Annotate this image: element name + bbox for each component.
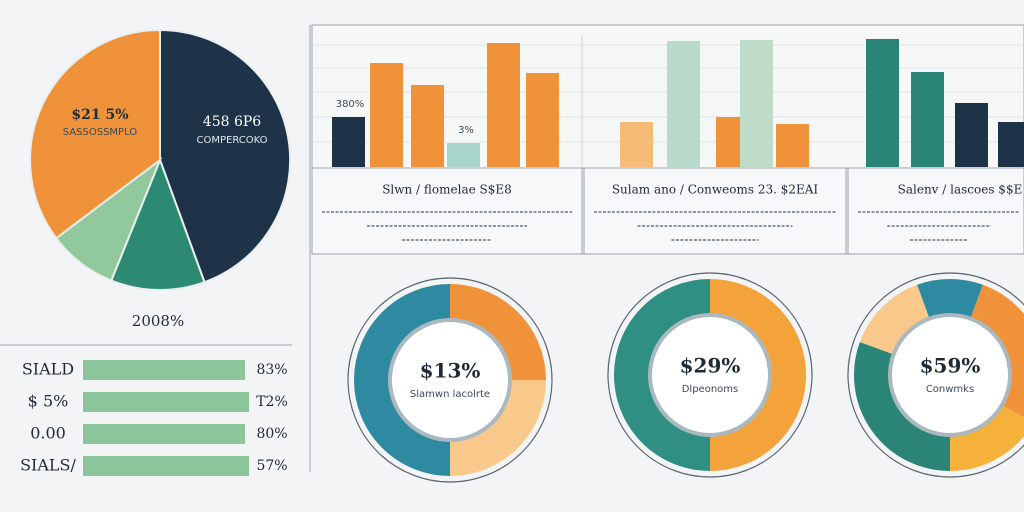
pie-caption: 2008% [132, 312, 184, 330]
donut-label: Slamwn lacolrte [410, 389, 490, 400]
donut-segment [917, 279, 983, 319]
pie-slice [29, 28, 161, 240]
row-value: 57% [256, 458, 287, 474]
bar-label: 380% [336, 99, 365, 110]
bar [998, 122, 1024, 167]
bar [620, 122, 653, 167]
donut-segment [854, 342, 951, 471]
row-value: 83% [256, 362, 287, 378]
bar [332, 117, 365, 167]
donut-segment [354, 284, 451, 476]
bar-label: 3% [458, 125, 474, 136]
donut-label: Dlpeonoms [682, 384, 739, 395]
donut-segment [449, 284, 546, 381]
donut-outline [347, 277, 553, 483]
pie [29, 28, 292, 291]
bar [776, 124, 809, 167]
donut-hole [388, 318, 512, 442]
caption-panel [311, 167, 583, 255]
donut-value: $29% [680, 354, 741, 378]
row-bar [83, 424, 245, 444]
donut-segment [949, 404, 1024, 471]
donut-label: Conwmks [926, 384, 974, 395]
pie-label: $21 5% [71, 107, 128, 123]
row-value: 80% [256, 426, 287, 442]
donut-segment [614, 279, 711, 471]
row-label: SIALS/ [20, 456, 76, 475]
row-value: T2% [256, 394, 288, 410]
donut-outline [847, 272, 1024, 478]
donut-segment [969, 284, 1024, 418]
donut-hole [648, 313, 772, 437]
bar [487, 43, 520, 167]
bar [911, 72, 944, 167]
row-bar [83, 360, 245, 380]
caption-title: Slwn / flomelae S$E8 [382, 183, 512, 197]
pie-sublabel: SASSOSSMPLO [63, 127, 138, 138]
donut-value: $59% [920, 354, 981, 378]
caption-title: Salenv / lascoes $$E [898, 183, 1023, 197]
row-label: 0.00 [30, 424, 66, 443]
pie-slice [159, 28, 292, 284]
bar [411, 85, 444, 167]
bar [370, 63, 403, 167]
bar [866, 39, 899, 167]
row-bar [83, 456, 249, 476]
pie-label: 458 6P6 [203, 114, 261, 130]
bar [955, 103, 988, 167]
bar [447, 143, 480, 167]
donut-outline [607, 272, 813, 478]
pie-sublabel: COMPERCOKO [196, 135, 267, 146]
pie-slice [109, 157, 206, 291]
bar [740, 40, 773, 167]
donut-segment [709, 279, 806, 471]
donut-segment [449, 379, 546, 476]
donut-value: $13% [420, 359, 481, 383]
caption-title: Sulam ano / Conweoms 23. $2EAI [612, 183, 819, 197]
donut-segment [859, 284, 931, 356]
row-label: SIALD [22, 360, 74, 379]
donut-hole [888, 313, 1012, 437]
bar [526, 73, 559, 167]
row-bar [83, 392, 249, 412]
row-label: $ 5% [28, 392, 69, 411]
bar [667, 41, 700, 167]
